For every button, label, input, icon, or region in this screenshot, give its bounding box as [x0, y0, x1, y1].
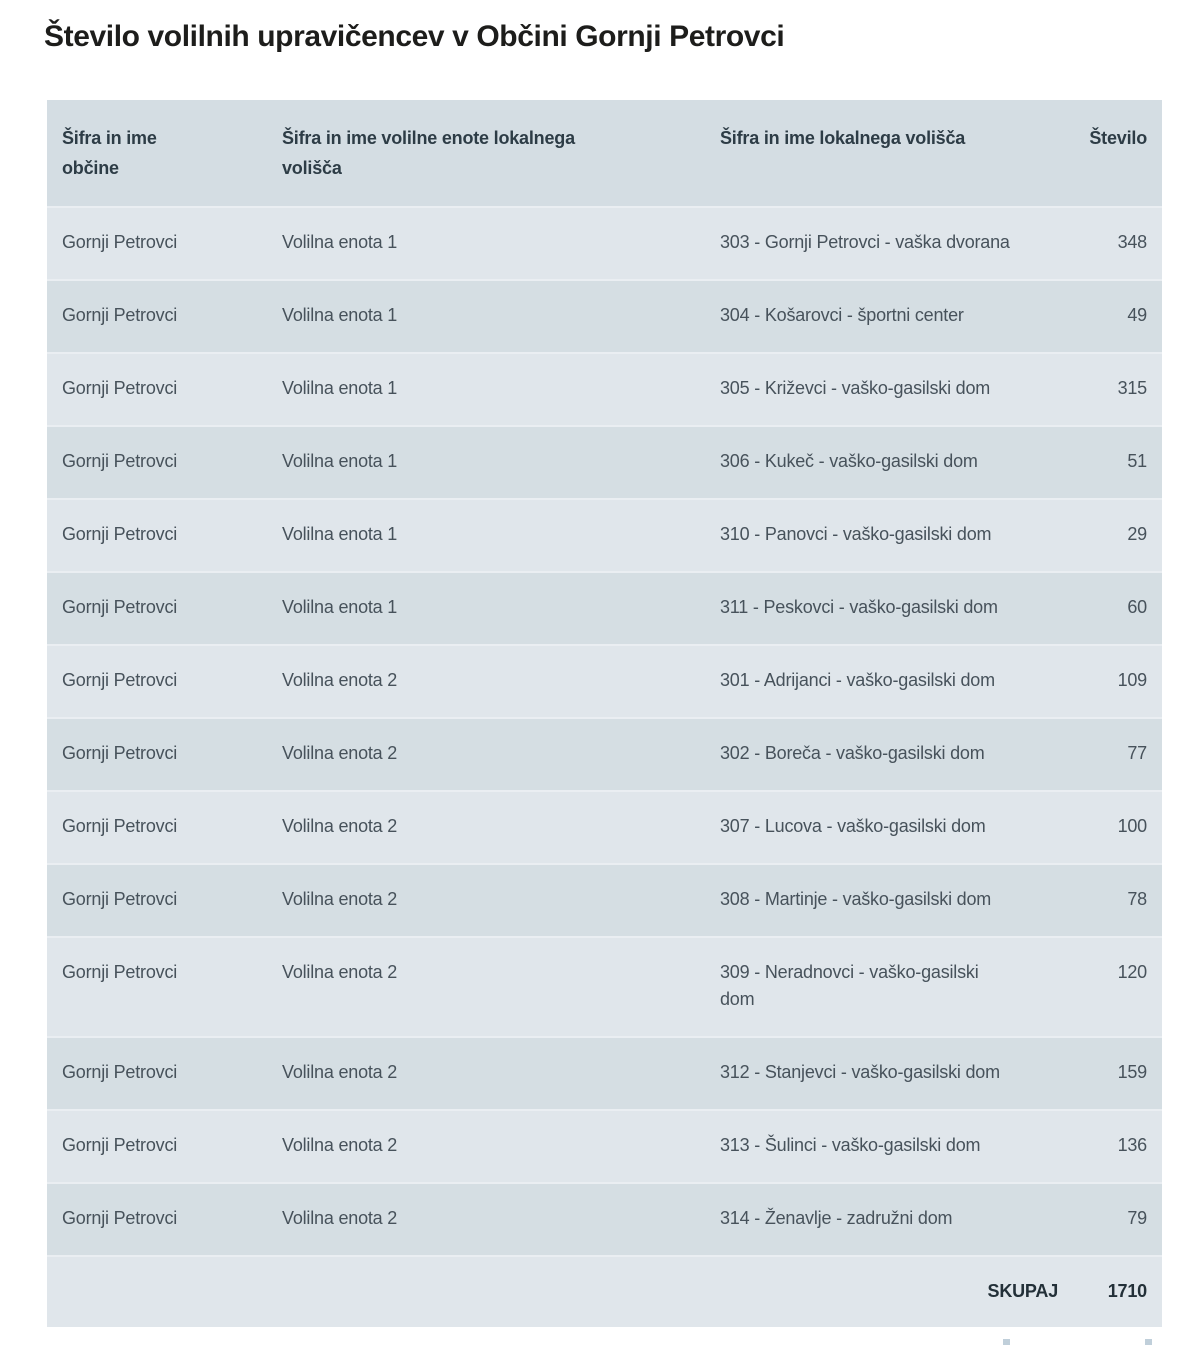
cell-volisce: 301 - Adrijanci - vaško-gasilski dom	[705, 644, 1058, 717]
cell-stevilo: 315	[1058, 352, 1162, 425]
cell-obcina: Gornji Petrovci	[47, 498, 267, 571]
header-row: Šifra in ime občine Šifra in ime volilne…	[47, 100, 1162, 206]
cell-enota: Volilna enota 1	[267, 571, 705, 644]
voters-table-container: Šifra in ime občine Šifra in ime volilne…	[47, 100, 1162, 1327]
cell-volisce: 302 - Boreča - vaško-gasilski dom	[705, 717, 1058, 790]
cell-enota: Volilna enota 1	[267, 498, 705, 571]
table-row: Gornji Petrovci Volilna enota 2 308 - Mart…	[47, 863, 1162, 936]
header-enota: Šifra in ime volilne enote lokalnega vol…	[267, 100, 705, 206]
cell-obcina: Gornji Petrovci	[47, 1109, 267, 1182]
cell-obcina: Gornji Petrovci	[47, 863, 267, 936]
below-fold-artifact	[1003, 1339, 1010, 1345]
page-title: Število volilnih upravičencev v Občini G…	[44, 20, 785, 53]
cell-volisce: 303 - Gornji Petrovci - vaška dvorana	[705, 206, 1058, 279]
table-row: Gornji Petrovci Volilna enota 2 314 - Žena…	[47, 1182, 1162, 1255]
cell-volisce: 305 - Križevci - vaško-gasilski dom	[705, 352, 1058, 425]
cell-volisce: 312 - Stanjevci - vaško-gasilski dom	[705, 1036, 1058, 1109]
cell-volisce: 314 - Ženavlje - zadružni dom	[705, 1182, 1058, 1255]
cell-stevilo: 109	[1058, 644, 1162, 717]
table-row: Gornji Petrovci Volilna enota 2 312 - Stan…	[47, 1036, 1162, 1109]
table-row: Gornji Petrovci Volilna enota 2 301 - Adri…	[47, 644, 1162, 717]
cell-stevilo: 120	[1058, 936, 1162, 1036]
cell-obcina: Gornji Petrovci	[47, 352, 267, 425]
cell-stevilo: 77	[1058, 717, 1162, 790]
header-obcina: Šifra in ime občine	[47, 100, 267, 206]
header-stevilo: Število	[1058, 100, 1162, 206]
cell-enota: Volilna enota 1	[267, 279, 705, 352]
cell-obcina: Gornji Petrovci	[47, 717, 267, 790]
cell-obcina: Gornji Petrovci	[47, 936, 267, 1036]
cell-enota: Volilna enota 1	[267, 352, 705, 425]
table-footer: SKUPAJ 1710	[47, 1255, 1162, 1327]
cell-enota: Volilna enota 2	[267, 1036, 705, 1109]
cell-stevilo: 79	[1058, 1182, 1162, 1255]
table-row: Gornji Petrovci Volilna enota 1 305 - Križ…	[47, 352, 1162, 425]
header-volisce: Šifra in ime lokalnega volišča	[705, 100, 1058, 206]
table-row: Gornji Petrovci Volilna enota 1 306 - Kuke…	[47, 425, 1162, 498]
cell-obcina: Gornji Petrovci	[47, 644, 267, 717]
cell-volisce: 307 - Lucova - vaško-gasilski dom	[705, 790, 1058, 863]
table-row: Gornji Petrovci Volilna enota 1 303 - Gorn…	[47, 206, 1162, 279]
cell-stevilo: 159	[1058, 1036, 1162, 1109]
cell-stevilo: 136	[1058, 1109, 1162, 1182]
table-row: Gornji Petrovci Volilna enota 1 310 - Pano…	[47, 498, 1162, 571]
cell-enota: Volilna enota 1	[267, 206, 705, 279]
table-header: Šifra in ime občine Šifra in ime volilne…	[47, 100, 1162, 206]
table-row: Gornji Petrovci Volilna enota 2 307 - Luco…	[47, 790, 1162, 863]
table-row: Gornji Petrovci Volilna enota 2 313 - Šuli…	[47, 1109, 1162, 1182]
cell-enota: Volilna enota 1	[267, 425, 705, 498]
cell-enota: Volilna enota 2	[267, 1109, 705, 1182]
cell-obcina: Gornji Petrovci	[47, 425, 267, 498]
table-row: Gornji Petrovci Volilna enota 2 302 - Bore…	[47, 717, 1162, 790]
cell-obcina: Gornji Petrovci	[47, 206, 267, 279]
cell-stevilo: 60	[1058, 571, 1162, 644]
cell-enota: Volilna enota 2	[267, 863, 705, 936]
cell-enota: Volilna enota 2	[267, 790, 705, 863]
cell-volisce: 310 - Panovci - vaško-gasilski dom	[705, 498, 1058, 571]
cell-obcina: Gornji Petrovci	[47, 1182, 267, 1255]
cell-obcina: Gornji Petrovci	[47, 1036, 267, 1109]
cell-enota: Volilna enota 2	[267, 1182, 705, 1255]
total-value: 1710	[1058, 1255, 1162, 1327]
cell-volisce: 309 - Neradnovci - vaško-gasilski dom	[705, 936, 1058, 1036]
cell-volisce: 306 - Kukeč - vaško-gasilski dom	[705, 425, 1058, 498]
cell-stevilo: 348	[1058, 206, 1162, 279]
table-row: Gornji Petrovci Volilna enota 2 309 - Nera…	[47, 936, 1162, 1036]
cell-stevilo: 49	[1058, 279, 1162, 352]
table-row: Gornji Petrovci Volilna enota 1 304 - Koša…	[47, 279, 1162, 352]
cell-stevilo: 78	[1058, 863, 1162, 936]
cell-stevilo: 29	[1058, 498, 1162, 571]
cell-obcina: Gornji Petrovci	[47, 571, 267, 644]
total-row: SKUPAJ 1710	[47, 1255, 1162, 1327]
cell-obcina: Gornji Petrovci	[47, 279, 267, 352]
cell-volisce: 304 - Košarovci - športni center	[705, 279, 1058, 352]
cell-enota: Volilna enota 2	[267, 717, 705, 790]
cell-obcina: Gornji Petrovci	[47, 790, 267, 863]
cell-stevilo: 51	[1058, 425, 1162, 498]
table-row: Gornji Petrovci Volilna enota 1 311 - Pesk…	[47, 571, 1162, 644]
cell-enota: Volilna enota 2	[267, 936, 705, 1036]
total-label: SKUPAJ	[47, 1255, 1058, 1327]
cell-volisce: 308 - Martinje - vaško-gasilski dom	[705, 863, 1058, 936]
cell-enota: Volilna enota 2	[267, 644, 705, 717]
table-body: Gornji Petrovci Volilna enota 1 303 - Gorn…	[47, 206, 1162, 1255]
below-fold-artifact	[1145, 1339, 1152, 1345]
cell-stevilo: 100	[1058, 790, 1162, 863]
cell-volisce: 311 - Peskovci - vaško-gasilski dom	[705, 571, 1058, 644]
voters-table: Šifra in ime občine Šifra in ime volilne…	[47, 100, 1162, 1327]
cell-volisce: 313 - Šulinci - vaško-gasilski dom	[705, 1109, 1058, 1182]
